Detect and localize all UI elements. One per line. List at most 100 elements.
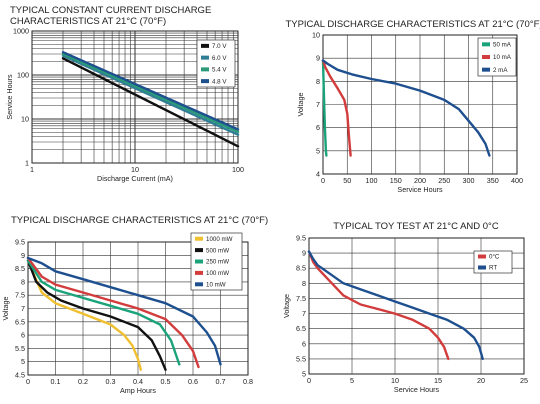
x-tick-label: 0 <box>26 377 30 386</box>
y-tick-label: 5.5 <box>15 344 25 353</box>
chart-title-line: TYPICAL CONSTANT CURRENT DISCHARGE <box>10 5 211 16</box>
series-line <box>307 250 484 361</box>
y-tick-label: 8.5 <box>15 264 25 273</box>
y-tick-label: 5 <box>302 370 306 379</box>
y-tick-label: 6.5 <box>15 317 25 326</box>
plot-frame <box>322 34 518 175</box>
legend-swatch <box>201 79 209 84</box>
x-tick-label: 150 <box>390 176 402 185</box>
y-tick-label: 5 <box>21 357 25 366</box>
x-tick-label: 0 <box>321 176 325 185</box>
series-line <box>321 59 352 157</box>
legend-label: 10 mW <box>206 282 226 289</box>
legend-swatch <box>482 55 490 59</box>
legend-label: 0°C <box>489 254 500 261</box>
series-line <box>26 259 167 371</box>
legend-swatch <box>195 236 203 241</box>
legend-label: 500 mW <box>206 247 229 254</box>
x-tick-label: 0.1 <box>51 377 61 386</box>
series-line <box>26 259 181 366</box>
legend: 50 mA 10 mA 2 mA <box>477 37 517 77</box>
x-tick-label: 100 <box>232 165 244 174</box>
x-tick-label: 1 <box>30 165 34 174</box>
legend-label: 10 mA <box>493 54 512 61</box>
legend-label: 250 mW <box>206 259 229 266</box>
legend-swatch <box>482 42 490 47</box>
legend-label: 2 mA <box>493 67 508 74</box>
y-tick-label: 4 <box>316 170 320 179</box>
x-tick-label: 0.4 <box>133 377 143 386</box>
x-tick-label: 0.3 <box>106 377 116 386</box>
x-tick-label: 250 <box>438 176 450 185</box>
plot-frame <box>31 30 239 164</box>
y-tick-label: 6.5 <box>296 324 306 333</box>
legend-label: 7.0 V <box>212 43 227 50</box>
y-axis-label: Voltage <box>296 93 305 117</box>
y-tick-label: 9.5 <box>296 234 306 243</box>
y-tick-label: 1 <box>25 159 29 168</box>
x-tick-label: 10 <box>131 165 139 174</box>
legend: 1000 mW 500 mW 250 mW 100 mW 10 mW <box>190 232 243 291</box>
x-tick-label: 0.2 <box>78 377 88 386</box>
y-tick-label: 10 <box>21 115 29 124</box>
y-tick-label: 8 <box>21 277 25 286</box>
plot-frame <box>27 241 249 376</box>
x-tick-label: 50 <box>343 176 351 185</box>
y-tick-label: 8 <box>316 77 320 86</box>
chart-title-line: CHARACTERISTICS AT 21°C (70°F) <box>10 16 166 27</box>
series-line <box>321 59 328 157</box>
x-tick-label: 25 <box>520 376 528 385</box>
legend-swatch <box>195 282 203 287</box>
x-axis-label: Amp Hours <box>120 386 156 395</box>
legend: 7.0 V 6.0 V 5.4 V 4.8 V <box>196 39 236 88</box>
y-tick-label: 9 <box>302 249 306 258</box>
y-tick-label: 7 <box>302 309 306 318</box>
legend: 0°C RT <box>473 250 513 274</box>
x-tick-label: 0 <box>307 376 311 385</box>
x-tick-label: 10 <box>391 376 399 385</box>
y-tick-label: 9 <box>316 54 320 63</box>
chart-4: TYPICAL TOY TEST AT 21°C AND 0°C0 5 10 15 20… <box>282 221 528 394</box>
legend-swatch <box>478 254 486 259</box>
legend-swatch <box>201 55 209 60</box>
y-tick-label: 7 <box>316 100 320 109</box>
y-tick-label: 7 <box>21 304 25 313</box>
legend-label: RT <box>489 265 497 272</box>
x-tick-label: 0.5 <box>161 377 171 386</box>
legend-swatch <box>195 259 203 264</box>
x-tick-label: 5 <box>350 376 354 385</box>
x-tick-label: 20 <box>477 376 485 385</box>
legend-swatch <box>201 67 209 72</box>
chart-1: TYPICAL CONSTANT CURRENT DISCHARGECHARAC… <box>5 5 244 183</box>
x-tick-label: 0.8 <box>243 377 253 386</box>
x-tick-label: 100 <box>366 176 378 185</box>
x-tick-label: 0.6 <box>188 377 198 386</box>
x-tick-label: 400 <box>511 176 523 185</box>
legend-swatch <box>482 67 490 72</box>
legend-label: 100 mW <box>206 270 229 277</box>
y-tick-label: 8 <box>302 279 306 288</box>
legend-label: 4.8 V <box>212 78 227 85</box>
y-tick-label: 8.5 <box>296 264 306 273</box>
legend-swatch <box>195 270 203 275</box>
y-axis-label: Voltage <box>1 297 10 321</box>
y-tick-label: 4.5 <box>15 371 25 380</box>
legend-swatch <box>478 265 486 270</box>
series-line <box>61 57 240 148</box>
series-line <box>61 51 240 131</box>
legend-label: 50 mA <box>493 42 512 49</box>
series-line <box>307 250 450 361</box>
chart-2: TYPICAL DISCHARGE CHARACTERISTICS AT 21°… <box>285 19 540 194</box>
legend-label: 1000 mW <box>206 236 233 243</box>
y-tick-label: 6 <box>21 331 25 340</box>
y-tick-label: 100 <box>17 71 29 80</box>
y-axis-label: Service Hours <box>5 74 14 120</box>
x-axis-label: Service Hours <box>394 385 440 394</box>
y-tick-label: 9.5 <box>15 238 25 247</box>
y-tick-label: 9 <box>21 251 25 260</box>
x-tick-label: 0.7 <box>216 377 226 386</box>
x-tick-label: 300 <box>463 176 475 185</box>
series-line <box>26 256 222 366</box>
y-tick-label: 5 <box>316 146 320 155</box>
